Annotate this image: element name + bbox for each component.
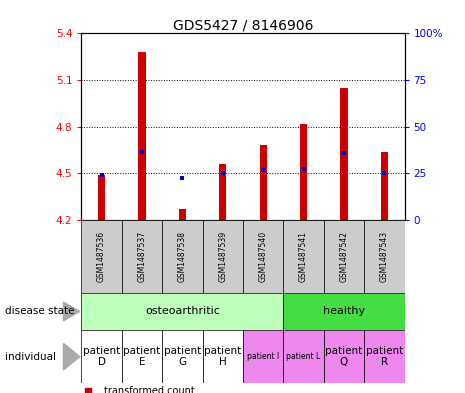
- Bar: [283, 330, 324, 383]
- Bar: [340, 88, 348, 220]
- Bar: [81, 220, 122, 293]
- Bar: [283, 293, 405, 330]
- Bar: [324, 220, 364, 293]
- Text: GSM1487538: GSM1487538: [178, 231, 187, 282]
- Title: GDS5427 / 8146906: GDS5427 / 8146906: [173, 18, 313, 32]
- Text: patient
G: patient G: [164, 346, 201, 367]
- Bar: [283, 220, 324, 293]
- Text: GSM1487539: GSM1487539: [218, 231, 227, 282]
- Bar: [203, 330, 243, 383]
- Text: GSM1487537: GSM1487537: [138, 231, 146, 282]
- Text: transformed count: transformed count: [104, 386, 195, 393]
- Bar: [259, 145, 267, 220]
- Bar: [81, 293, 283, 330]
- Bar: [364, 220, 405, 293]
- Bar: [81, 330, 122, 383]
- Text: patient I: patient I: [247, 352, 279, 361]
- Polygon shape: [63, 343, 80, 370]
- Bar: [98, 175, 105, 220]
- Text: patient
Q: patient Q: [326, 346, 363, 367]
- Bar: [162, 220, 203, 293]
- Bar: [364, 330, 405, 383]
- Text: disease state: disease state: [5, 307, 74, 316]
- Bar: [203, 220, 243, 293]
- Bar: [122, 330, 162, 383]
- Bar: [179, 209, 186, 220]
- Text: patient
R: patient R: [366, 346, 403, 367]
- Bar: [324, 330, 364, 383]
- Text: individual: individual: [5, 352, 56, 362]
- Bar: [122, 220, 162, 293]
- Text: GSM1487540: GSM1487540: [259, 231, 268, 282]
- Text: patient
E: patient E: [123, 346, 160, 367]
- Text: GSM1487543: GSM1487543: [380, 231, 389, 282]
- Bar: [243, 220, 283, 293]
- Bar: [162, 330, 203, 383]
- Polygon shape: [63, 302, 80, 321]
- Bar: [219, 164, 226, 220]
- Bar: [300, 124, 307, 220]
- Text: patient L: patient L: [286, 352, 321, 361]
- Text: osteoarthritic: osteoarthritic: [145, 307, 220, 316]
- Text: patient
D: patient D: [83, 346, 120, 367]
- Text: GSM1487542: GSM1487542: [339, 231, 348, 282]
- Bar: [243, 330, 283, 383]
- Text: patient
H: patient H: [204, 346, 241, 367]
- Bar: [381, 152, 388, 220]
- Text: GSM1487536: GSM1487536: [97, 231, 106, 282]
- Text: GSM1487541: GSM1487541: [299, 231, 308, 282]
- Bar: [138, 52, 146, 220]
- Text: healthy: healthy: [323, 307, 365, 316]
